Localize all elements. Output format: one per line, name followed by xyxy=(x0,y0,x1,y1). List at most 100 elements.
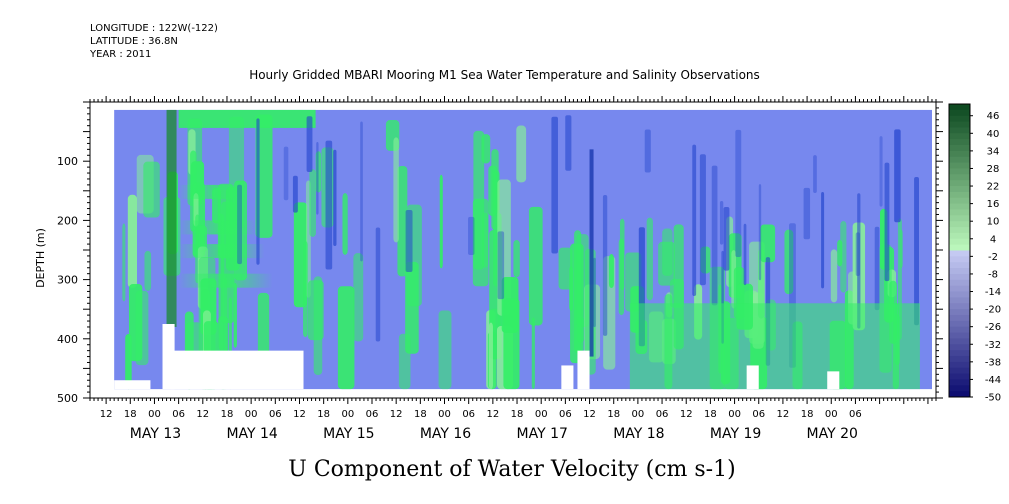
positive-patch xyxy=(513,239,520,278)
negative-streak xyxy=(497,231,505,300)
negative-streak xyxy=(316,141,319,215)
x-axis: 12 18 00 06 12 18 00 06 12 18 00 06 12 18 00 06 12 18 00 06… xyxy=(89,96,937,442)
colorbar-segment xyxy=(949,191,970,199)
colorbar-segment xyxy=(949,391,970,398)
x-tick-label: 06 xyxy=(752,409,765,420)
y-tick-label: 500 xyxy=(57,392,78,405)
positive-patch xyxy=(784,229,794,295)
colorbar-segment xyxy=(949,338,970,345)
colorbar-segment xyxy=(949,297,970,304)
negative-streak xyxy=(699,154,706,286)
x-tick-label: 06 xyxy=(172,409,185,420)
x-tick-label: 00 xyxy=(535,409,548,420)
negative-streak xyxy=(237,184,242,265)
positive-tongue xyxy=(178,244,265,259)
x-tick-label: 00 xyxy=(728,409,741,420)
colorbar-segment xyxy=(949,186,970,193)
positive-patch xyxy=(353,253,364,342)
missing-data-block xyxy=(114,380,151,390)
colorbar-segment xyxy=(949,133,970,140)
x-tick-label: 12 xyxy=(486,409,499,420)
missing-data-block xyxy=(577,350,590,390)
positive-patch xyxy=(144,250,152,291)
colorbar-segment xyxy=(949,332,970,339)
negative-streak xyxy=(723,207,730,271)
y-tick-label: 100 xyxy=(57,155,78,168)
x-tick-label: 06 xyxy=(849,409,862,420)
negative-streak xyxy=(719,200,724,245)
colorbar-label: -32 xyxy=(985,340,1001,351)
positive-patch xyxy=(840,220,847,293)
x-date-label: MAY 17 xyxy=(517,426,568,442)
heatmap-field xyxy=(114,109,932,390)
positive-patch xyxy=(516,125,527,183)
positive-patch xyxy=(646,217,653,301)
colorbar-segment xyxy=(949,168,970,175)
colorbar-segment xyxy=(949,367,970,375)
colorbar-segment xyxy=(949,221,970,228)
colorbar-segment xyxy=(949,385,970,392)
x-tick-label: 12 xyxy=(100,409,113,420)
x-tick-label: 06 xyxy=(559,409,572,420)
colorbar-label: 34 xyxy=(987,146,1000,157)
positive-patch xyxy=(899,229,903,269)
colorbar-segment xyxy=(949,256,970,263)
negative-streak xyxy=(375,227,381,342)
positive-patch xyxy=(760,224,776,263)
colorbar-label: -14 xyxy=(985,287,1001,298)
x-tick-label: 18 xyxy=(414,409,427,420)
positive-tongue xyxy=(178,273,273,288)
negative-streak xyxy=(874,226,880,311)
colorbar-label: 40 xyxy=(987,129,1000,140)
colorbar-segment xyxy=(949,145,970,152)
colorbar-label: 4 xyxy=(990,234,996,245)
x-tick-label: 12 xyxy=(777,409,790,420)
x-tick-label: 00 xyxy=(148,409,161,420)
missing-data-block xyxy=(827,371,840,390)
positive-patch xyxy=(393,137,399,243)
colorbar-segment xyxy=(949,127,970,134)
negative-streak xyxy=(360,121,363,262)
y-axis: 100 200 300 400 500 xyxy=(57,101,943,405)
negative-streak xyxy=(565,115,572,171)
colorbar-label: -20 xyxy=(985,305,1001,316)
positive-patch xyxy=(528,206,543,326)
colorbar-segment xyxy=(949,238,970,246)
x-date-label: MAY 19 xyxy=(710,426,761,442)
missing-data-block xyxy=(746,365,759,390)
negative-streak xyxy=(692,144,697,297)
colorbar-label: -8 xyxy=(988,269,998,280)
positive-tongue xyxy=(178,184,249,199)
positive-patch xyxy=(233,282,237,348)
negative-streak xyxy=(333,149,337,246)
colorbar-label: 16 xyxy=(987,199,1000,210)
colorbar-segment xyxy=(949,197,970,205)
colorbar-label: 10 xyxy=(987,217,1000,228)
positive-patch xyxy=(397,165,408,277)
missing-data-block xyxy=(170,350,304,390)
colorbar-segment xyxy=(949,150,970,158)
positive-patch xyxy=(574,230,582,354)
positive-patch xyxy=(618,238,625,316)
x-tick-label: 18 xyxy=(704,409,717,420)
x-date-label: MAY 20 xyxy=(807,426,858,442)
negative-streak xyxy=(593,257,596,328)
surface-positive-band xyxy=(178,109,316,128)
colorbar-label: 22 xyxy=(987,182,1000,193)
colorbar-label: -38 xyxy=(985,357,1001,368)
colorbar-label: 28 xyxy=(987,164,1000,175)
chart-header-title: Hourly Gridded MBARI Mooring M1 Sea Wate… xyxy=(249,68,760,82)
x-tick-label: 06 xyxy=(462,409,475,420)
positive-patch xyxy=(313,276,323,376)
colorbar-segment xyxy=(949,115,970,123)
x-date-label: MAY 13 xyxy=(130,426,181,442)
colorbar-segment xyxy=(949,121,970,128)
positive-patch xyxy=(662,228,673,276)
negative-streak xyxy=(325,140,333,270)
negative-streak xyxy=(855,232,861,276)
chart-title: U Component of Water Velocity (cm s-1) xyxy=(288,457,735,482)
colorbar-segment xyxy=(949,139,970,146)
colorbar-segment xyxy=(949,344,970,351)
x-tick-label: 00 xyxy=(825,409,838,420)
x-tick-label: 18 xyxy=(124,409,137,420)
